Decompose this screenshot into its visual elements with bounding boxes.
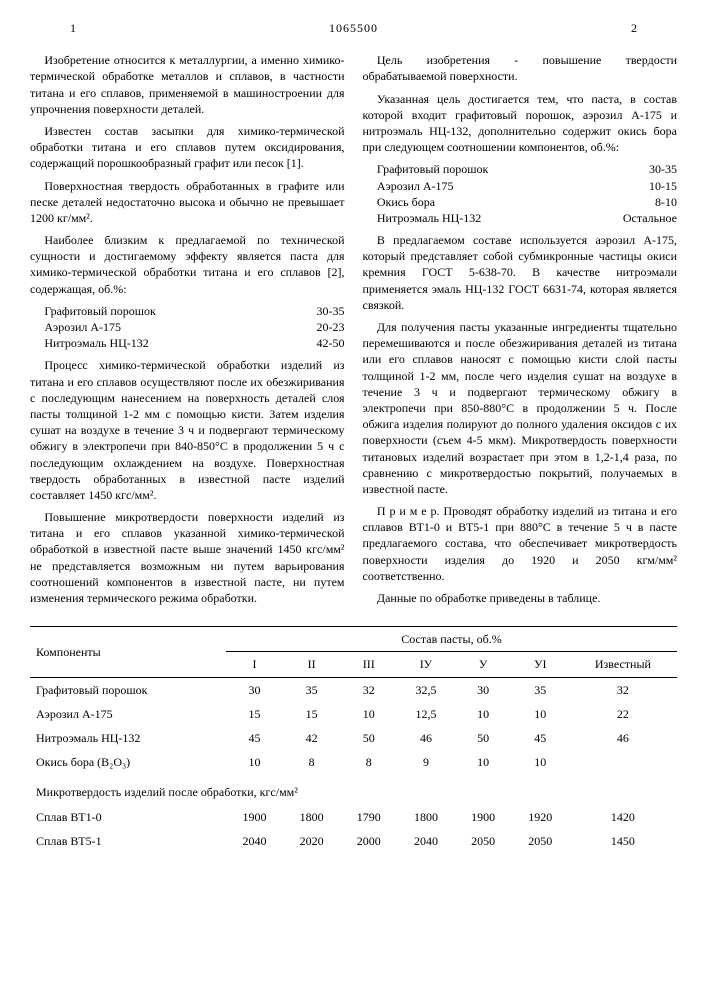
left-column: Изобретение относится к металлургии, а и… bbox=[30, 52, 345, 612]
table-cell: 50 bbox=[455, 726, 512, 750]
table-cell: 2050 bbox=[512, 829, 569, 853]
page-num-right: 2 bbox=[631, 20, 637, 36]
col-header: II bbox=[283, 652, 340, 677]
col-header: I bbox=[226, 652, 283, 677]
table-cell: 32 bbox=[569, 677, 677, 702]
table-cell: 45 bbox=[512, 726, 569, 750]
table-cell: 1800 bbox=[397, 805, 454, 829]
table-cell: 2050 bbox=[455, 829, 512, 853]
table-cell: 30 bbox=[455, 677, 512, 702]
table-cell: 2000 bbox=[340, 829, 397, 853]
table-cell: 9 bbox=[397, 750, 454, 774]
table-cell: 10 bbox=[226, 750, 283, 774]
table-cell: 8 bbox=[340, 750, 397, 774]
table-row: Графитовый порошок30353232,5303532 bbox=[30, 677, 677, 702]
composition-list-proposed: Графитовый порошок30-35 Аэрозил А-17510-… bbox=[363, 161, 678, 226]
paragraph: Изобретение относится к металлургии, а и… bbox=[30, 52, 345, 117]
table-cell: 1800 bbox=[283, 805, 340, 829]
row-label: Сплав ВТ1-0 bbox=[30, 805, 226, 829]
results-table-wrap: Компоненты Состав пасты, об.% I II III I… bbox=[30, 626, 677, 853]
list-item: Графитовый порошок30-35 bbox=[363, 161, 678, 177]
table-cell: 45 bbox=[226, 726, 283, 750]
table-cell: 35 bbox=[512, 677, 569, 702]
table-cell: 10 bbox=[455, 702, 512, 726]
row-label: Аэрозил А-175 bbox=[30, 702, 226, 726]
list-item: Аэрозил А-17510-15 bbox=[363, 178, 678, 194]
col-header: IУ bbox=[397, 652, 454, 677]
paragraph: Поверхностная твердость обработанных в г… bbox=[30, 178, 345, 227]
row-label: Сплав ВТ5-1 bbox=[30, 829, 226, 853]
table-row: Аэрозил А-17515151012,5101022 bbox=[30, 702, 677, 726]
table-cell bbox=[569, 750, 677, 774]
paragraph: Наиболее близким к предлагаемой по техни… bbox=[30, 232, 345, 297]
col-header: Известный bbox=[569, 652, 677, 677]
table-cell: 1900 bbox=[226, 805, 283, 829]
body-columns: Изобретение относится к металлургии, а и… bbox=[30, 52, 677, 612]
paragraph: Данные по обработке приведены в таблице. bbox=[363, 590, 678, 606]
table-cell: 2040 bbox=[397, 829, 454, 853]
table-cell: 1920 bbox=[512, 805, 569, 829]
table-cell: 42 bbox=[283, 726, 340, 750]
table-cell: 15 bbox=[226, 702, 283, 726]
table-cell: 1790 bbox=[340, 805, 397, 829]
results-table: Компоненты Состав пасты, об.% I II III I… bbox=[30, 626, 677, 853]
col-header: У bbox=[455, 652, 512, 677]
page-header: 1 1065500 2 bbox=[30, 20, 677, 36]
table-cell: 46 bbox=[569, 726, 677, 750]
table-cell: 10 bbox=[512, 702, 569, 726]
table-row: Нитроэмаль НЦ-13245425046504546 bbox=[30, 726, 677, 750]
paragraph: Повышение микротвердости поверхности изд… bbox=[30, 509, 345, 606]
paragraph: Цель изобретения - повышение твердости о… bbox=[363, 52, 678, 84]
table-cell: 30 bbox=[226, 677, 283, 702]
col-header-group: Состав пасты, об.% bbox=[226, 627, 677, 652]
micro-title: Микротвердость изделий после обработки, … bbox=[30, 774, 677, 804]
row-label: Графитовый порошок bbox=[30, 677, 226, 702]
table-cell: 1450 bbox=[569, 829, 677, 853]
table-row: Окись бора (B₂O₃)108891010 bbox=[30, 750, 677, 774]
list-item: Нитроэмаль НЦ-132Остальное bbox=[363, 210, 678, 226]
paragraph: Известен состав засыпки для химико-терми… bbox=[30, 123, 345, 172]
table-cell: 35 bbox=[283, 677, 340, 702]
document-number: 1065500 bbox=[329, 20, 378, 36]
paragraph: П р и м е р. Проводят обработку изделий … bbox=[363, 503, 678, 584]
col-header: УI bbox=[512, 652, 569, 677]
table-cell: 2040 bbox=[226, 829, 283, 853]
paragraph: В предлагаемом составе используется аэро… bbox=[363, 232, 678, 313]
table-cell: 2020 bbox=[283, 829, 340, 853]
table-cell: 15 bbox=[283, 702, 340, 726]
paragraph: Указанная цель достигается тем, что паст… bbox=[363, 91, 678, 156]
table-cell: 10 bbox=[512, 750, 569, 774]
paragraph: Процесс химико-термической обработки изд… bbox=[30, 357, 345, 503]
paragraph: Для получения пасты указанные ингредиент… bbox=[363, 319, 678, 497]
table-cell: 1900 bbox=[455, 805, 512, 829]
table-cell: 32 bbox=[340, 677, 397, 702]
table-cell: 10 bbox=[455, 750, 512, 774]
list-item: Окись бора8-10 bbox=[363, 194, 678, 210]
table-row: Сплав ВТ5-12040202020002040205020501450 bbox=[30, 829, 677, 853]
table-cell: 50 bbox=[340, 726, 397, 750]
row-label: Нитроэмаль НЦ-132 bbox=[30, 726, 226, 750]
right-column: Цель изобретения - повышение твердости о… bbox=[363, 52, 678, 612]
table-cell: 32,5 bbox=[397, 677, 454, 702]
table-cell: 12,5 bbox=[397, 702, 454, 726]
list-item: Нитроэмаль НЦ-13242-50 bbox=[30, 335, 345, 351]
table-cell: 1420 bbox=[569, 805, 677, 829]
list-item: Графитовый порошок30-35 bbox=[30, 303, 345, 319]
table-cell: 8 bbox=[283, 750, 340, 774]
col-header: III bbox=[340, 652, 397, 677]
list-item: Аэрозил А-17520-23 bbox=[30, 319, 345, 335]
page-num-left: 1 bbox=[70, 20, 76, 36]
table-cell: 46 bbox=[397, 726, 454, 750]
col-header-components: Компоненты bbox=[30, 627, 226, 677]
table-cell: 22 bbox=[569, 702, 677, 726]
table-row: Сплав ВТ1-01900180017901800190019201420 bbox=[30, 805, 677, 829]
table-cell: 10 bbox=[340, 702, 397, 726]
row-label: Окись бора (B₂O₃) bbox=[30, 750, 226, 774]
composition-list-known: Графитовый порошок30-35 Аэрозил А-17520-… bbox=[30, 303, 345, 352]
